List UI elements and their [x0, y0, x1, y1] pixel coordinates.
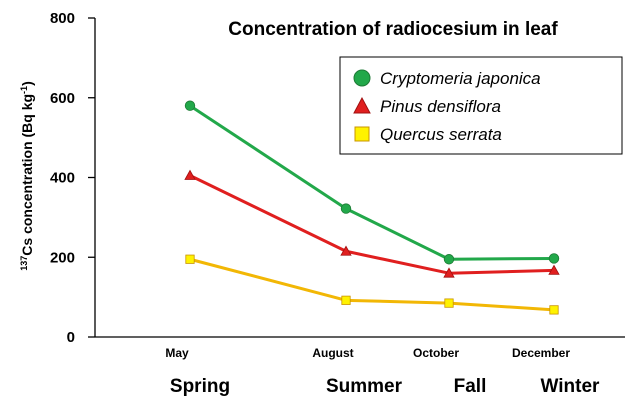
- x-tick-labels: May Spring August Summer October Fall December…: [165, 346, 600, 397]
- y-tick-label: 400: [50, 170, 75, 187]
- series-1: [184, 169, 560, 278]
- data-point: [444, 298, 454, 308]
- legend-label: Pinus densiflora: [380, 97, 501, 116]
- legend-box: [339, 56, 623, 155]
- series-line: [189, 104, 555, 261]
- data-point: [548, 253, 560, 264]
- x-tick-label-season: Fall: [454, 376, 487, 397]
- axes: [88, 17, 625, 338]
- series-line: [189, 174, 555, 275]
- data-point: [548, 264, 560, 275]
- x-tick-label-season: Winter: [541, 376, 601, 397]
- legend-entry: Quercus serrata: [354, 125, 502, 144]
- y-tick-label: 800: [50, 10, 75, 27]
- legend-entry: Cryptomeria japonica: [353, 69, 541, 88]
- y-tick-label: 0: [67, 329, 75, 346]
- data-point: [184, 169, 196, 180]
- legend-label: Cryptomeria japonica: [380, 69, 541, 88]
- data-point: [341, 295, 351, 305]
- legend-label: Quercus serrata: [380, 125, 502, 144]
- x-tick-label-month: August: [312, 346, 353, 360]
- legend: Cryptomeria japonica Pinus densiflora Quer…: [339, 56, 623, 155]
- data-point: [340, 245, 352, 256]
- x-tick-label-month: May: [165, 346, 189, 360]
- data-point: [549, 305, 559, 315]
- x-tick-label-month: October: [413, 346, 459, 360]
- y-axis-label: 137Cs concentration (Bq kg-1): [19, 81, 35, 271]
- x-tick-label-season: Summer: [326, 376, 403, 397]
- series-2: [185, 254, 559, 315]
- legend-symbol: [354, 126, 370, 142]
- y-tick-label: 200: [50, 249, 75, 266]
- legend-symbol: [353, 96, 371, 114]
- data-point: [184, 100, 196, 111]
- data-point: [443, 267, 455, 278]
- legend-entry: Pinus densiflora: [353, 96, 501, 116]
- data-point: [340, 203, 352, 214]
- series-layer: [184, 100, 560, 315]
- data-point: [443, 254, 455, 265]
- x-tick-label-season: Spring: [170, 376, 230, 397]
- series-line: [189, 257, 555, 312]
- chart-title: Concentration of radiocesium in leaf: [228, 19, 558, 40]
- y-tick-labels: 0 200 400 600 800: [50, 10, 75, 346]
- series-0: [184, 100, 560, 265]
- x-tick-label-month: December: [512, 346, 570, 360]
- legend-symbol: [353, 69, 371, 87]
- y-tick-label: 600: [50, 90, 75, 107]
- data-point: [185, 254, 195, 264]
